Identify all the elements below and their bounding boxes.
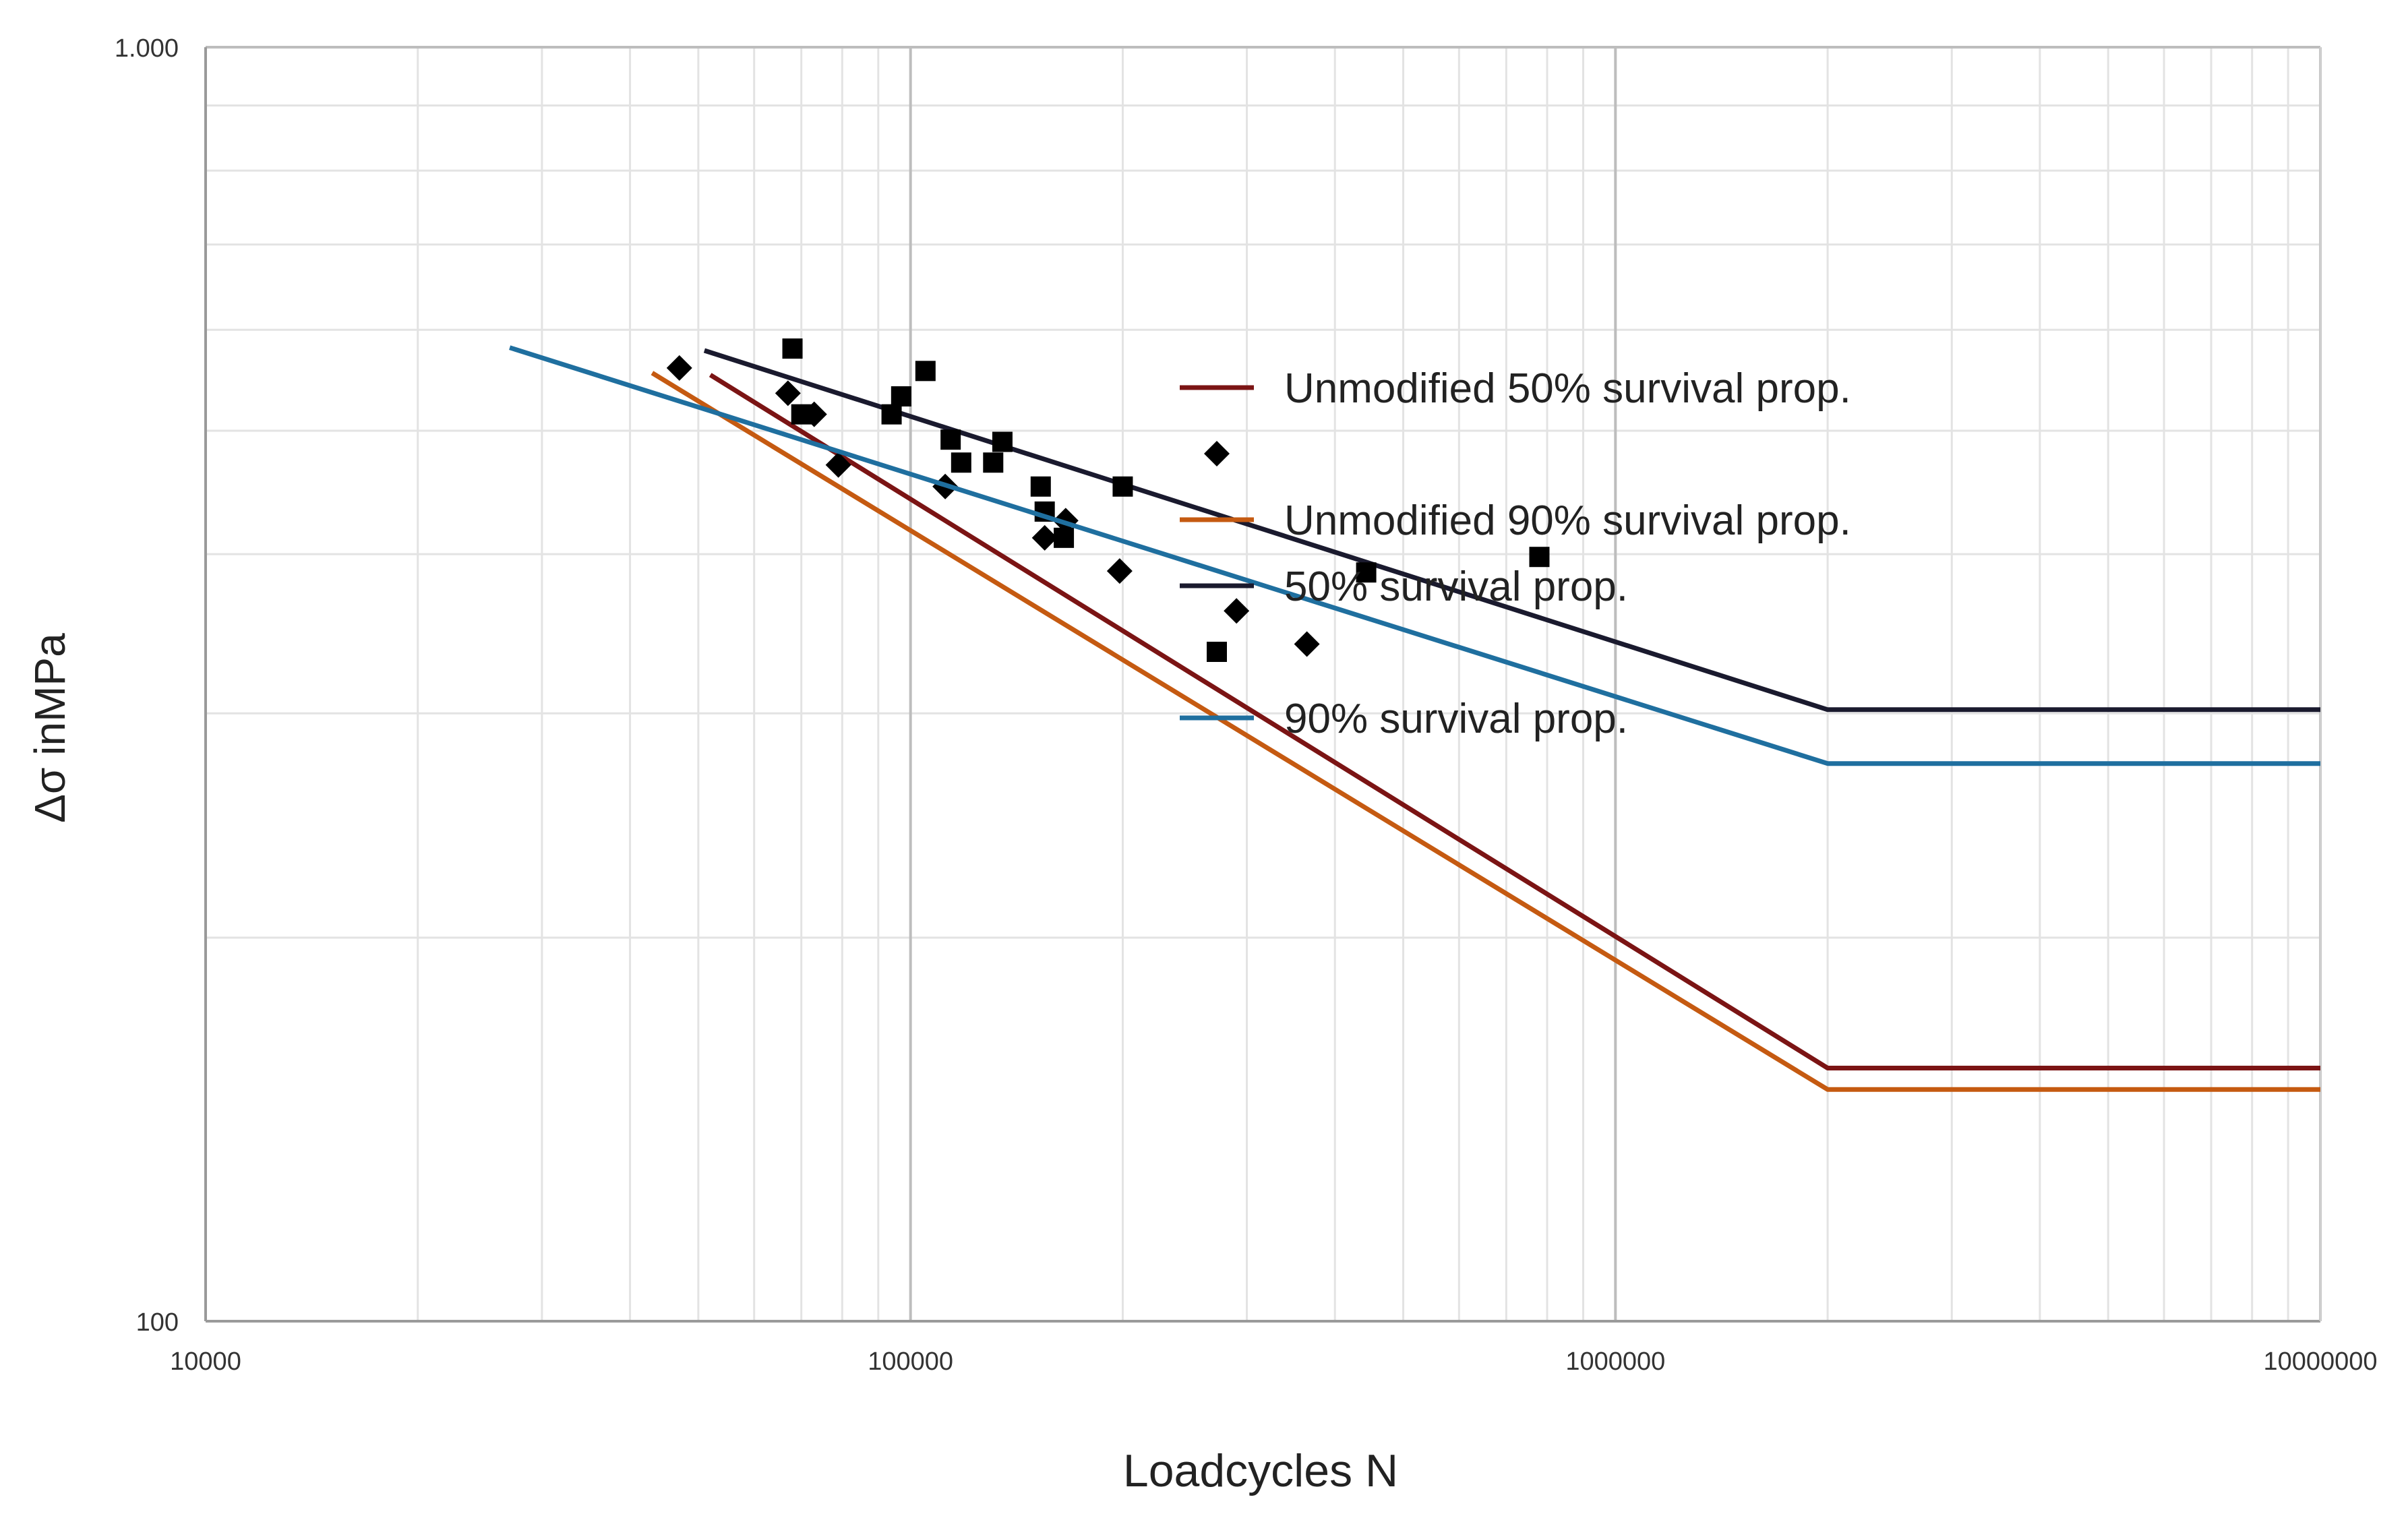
series-line-50-survival-prop xyxy=(703,348,2320,712)
series-line-unmodified-90-survival-prop xyxy=(651,371,2320,1092)
x-tick-label: 100000 xyxy=(868,1347,953,1376)
series-layer xyxy=(509,338,2320,1092)
data-point-square xyxy=(983,452,1004,473)
data-point-square xyxy=(782,338,803,359)
legend: Unmodified 50% survival prop. Unmodified … xyxy=(1180,365,1851,742)
data-point-diamond xyxy=(1106,558,1133,584)
data-point-square xyxy=(1529,547,1550,568)
data-point-diamond xyxy=(666,355,692,381)
y-axis-title: Δσ inMPa xyxy=(26,633,74,823)
y-tick-label: 100 xyxy=(136,1308,179,1337)
data-point-square xyxy=(940,429,961,450)
data-point-diamond xyxy=(1294,631,1320,657)
legend-label: 50% survival prop. xyxy=(1284,564,1628,610)
axes-layer: 10000 100000 1000000 10000000 100 1.000 xyxy=(115,34,2378,1376)
data-point-square xyxy=(881,404,902,425)
data-point-diamond xyxy=(1031,524,1058,551)
grid-layer xyxy=(204,46,2322,1323)
data-point-square xyxy=(951,452,971,473)
data-point-square xyxy=(1356,562,1377,583)
data-point-square xyxy=(992,431,1013,452)
x-tick-label: 10000000 xyxy=(2263,1347,2377,1376)
data-point-square xyxy=(1030,476,1051,497)
data-point-square xyxy=(791,404,812,425)
legend-label: Unmodified 50% survival prop. xyxy=(1284,365,1851,412)
legend-label: Unmodified 90% survival prop. xyxy=(1284,497,1851,544)
x-tick-label: 1000000 xyxy=(1565,1347,1665,1376)
data-point-diamond xyxy=(1224,598,1250,624)
series-line-unmodified-50-survival-prop xyxy=(709,373,2320,1070)
y-tick-label: 1.000 xyxy=(115,34,179,63)
data-point-diamond xyxy=(825,452,851,478)
data-point-square xyxy=(1112,476,1133,497)
x-tick-label: 10000 xyxy=(170,1347,241,1376)
data-point-square xyxy=(891,386,911,407)
data-point-square xyxy=(915,361,936,382)
legend-square-symbol xyxy=(1207,642,1227,662)
x-axis-title: Loadcycles N xyxy=(1123,1445,1398,1496)
legend-label: 90% survival prop. xyxy=(1284,696,1628,742)
data-point-square xyxy=(1054,527,1075,548)
series-line-90-survival-prop xyxy=(509,345,2320,766)
data-point-diamond xyxy=(775,380,801,406)
legend-diamond-symbol xyxy=(1204,441,1230,466)
